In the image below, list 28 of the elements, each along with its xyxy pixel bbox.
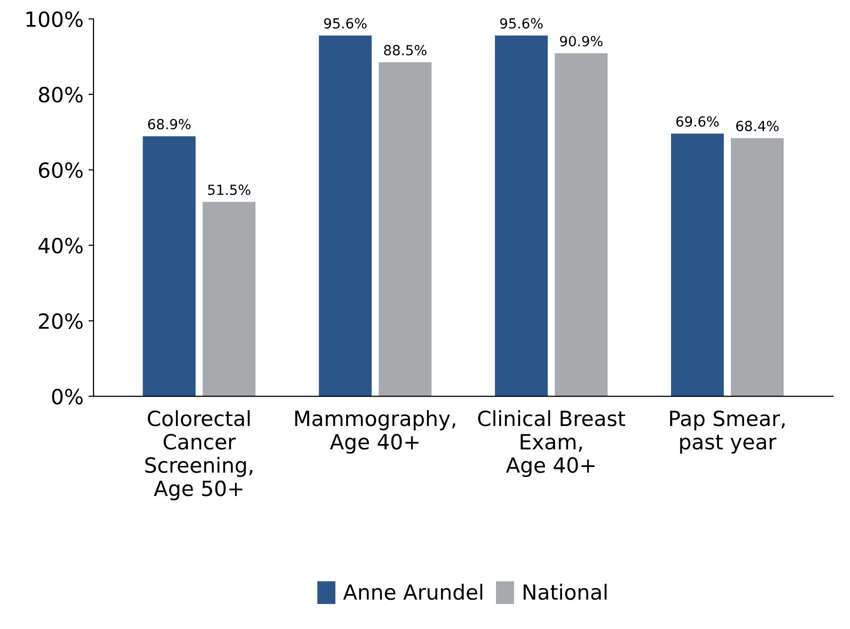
x-tick-label: Pap Smear, past year — [670, 410, 785, 454]
data-label: 90.9% — [560, 36, 603, 46]
x-tick-label: Clinical Breast Exam, Age 40+ — [478, 410, 626, 477]
bar — [671, 134, 724, 396]
bar — [202, 202, 256, 396]
bar — [554, 53, 608, 396]
y-tick-label: 60% — [38, 162, 83, 178]
y-tick-label: 20% — [39, 313, 83, 329]
bar — [730, 138, 784, 396]
bar — [318, 35, 372, 396]
legend-label: Anne Arundel — [343, 584, 482, 600]
x-tick-label: Mammography, Age 40+ — [295, 410, 456, 454]
x-tick-label: Colorectal Cancer Screening, Age 50+ — [145, 410, 252, 500]
data-label: 69.6% — [676, 116, 719, 127]
bar — [378, 62, 432, 396]
data-label: 88.5% — [384, 44, 426, 56]
y-tick-label: 40% — [38, 238, 83, 254]
bar — [494, 35, 548, 396]
data-label: 95.6% — [500, 18, 543, 29]
data-label: 68.4% — [736, 120, 779, 132]
data-label: 51.5% — [208, 184, 250, 196]
y-tick-label: 100% — [26, 11, 83, 28]
data-label: 68.9% — [148, 118, 191, 130]
data-label: 95.6% — [324, 18, 367, 29]
y-tick-label: 80% — [38, 86, 83, 103]
bar — [142, 136, 196, 396]
legend-label: National — [524, 584, 607, 600]
y-tick-label: 0% — [52, 388, 83, 404]
